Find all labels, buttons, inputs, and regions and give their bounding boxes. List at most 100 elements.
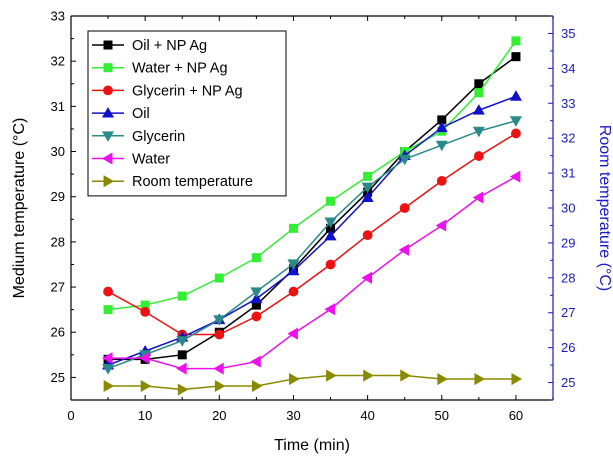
series-line bbox=[108, 56, 517, 361]
data-point bbox=[289, 373, 300, 386]
y-right-tick-label: 35 bbox=[561, 26, 575, 41]
legend-marker bbox=[103, 63, 113, 73]
data-point bbox=[250, 355, 261, 368]
series-4 bbox=[102, 116, 522, 375]
data-point bbox=[509, 90, 522, 101]
legend-marker bbox=[103, 175, 115, 188]
data-point bbox=[509, 170, 521, 183]
data-point bbox=[324, 303, 335, 316]
data-point bbox=[177, 383, 189, 396]
legend-label: Water + NP Ag bbox=[132, 61, 228, 77]
data-point bbox=[326, 196, 336, 206]
data-point bbox=[250, 292, 263, 304]
data-point bbox=[214, 380, 226, 393]
data-point bbox=[325, 259, 336, 270]
y-right-tick-label: 33 bbox=[561, 96, 575, 111]
data-point bbox=[511, 128, 521, 139]
data-point bbox=[103, 305, 113, 315]
data-point bbox=[474, 373, 485, 386]
data-point bbox=[473, 151, 484, 161]
data-point bbox=[400, 369, 411, 382]
data-point bbox=[398, 243, 410, 256]
legend-label: Glycerin bbox=[132, 129, 185, 145]
data-point bbox=[250, 287, 263, 298]
data-point bbox=[398, 154, 411, 166]
data-point bbox=[176, 362, 187, 375]
data-point bbox=[139, 352, 150, 365]
data-point bbox=[288, 223, 298, 233]
data-point bbox=[140, 307, 151, 317]
data-point bbox=[176, 336, 189, 347]
legend-marker bbox=[101, 106, 115, 118]
legend-item: Water bbox=[92, 152, 170, 168]
data-point bbox=[287, 259, 300, 270]
data-point bbox=[213, 362, 224, 375]
x-tick-label: 60 bbox=[509, 408, 523, 423]
series-line bbox=[107, 95, 517, 366]
y-axis-left-title: Medium temperature (°C) bbox=[11, 118, 28, 299]
y-axis-right-title: Room temperature (°C) bbox=[596, 125, 613, 291]
y-right-tick-label: 31 bbox=[561, 166, 575, 181]
legend-item: Glycerin bbox=[92, 129, 185, 145]
y-left-tick-label: 26 bbox=[51, 325, 65, 340]
legend-label: Oil + NP Ag bbox=[132, 38, 207, 54]
data-point bbox=[511, 36, 521, 46]
data-point bbox=[102, 364, 115, 375]
data-point bbox=[251, 253, 261, 263]
x-tick-label: 30 bbox=[286, 408, 300, 423]
data-point bbox=[214, 273, 224, 283]
series-line bbox=[108, 175, 517, 370]
data-point bbox=[324, 217, 337, 229]
data-point bbox=[214, 329, 225, 340]
data-point bbox=[472, 126, 485, 138]
y-right-tick-label: 29 bbox=[561, 235, 575, 250]
data-point bbox=[362, 230, 373, 241]
x-tick-label: 10 bbox=[138, 408, 152, 423]
data-point bbox=[474, 88, 484, 98]
legend-marker bbox=[103, 85, 113, 96]
series-2 bbox=[103, 128, 521, 340]
data-point bbox=[436, 175, 447, 186]
legend-item: Room temperature bbox=[92, 174, 253, 190]
data-point bbox=[251, 380, 263, 393]
y-right-tick-label: 26 bbox=[561, 340, 575, 355]
data-point bbox=[287, 327, 298, 340]
x-tick-label: 50 bbox=[435, 408, 449, 423]
legend-label: Oil bbox=[132, 106, 150, 122]
data-point bbox=[435, 140, 448, 152]
data-point bbox=[326, 369, 337, 382]
series-line bbox=[108, 374, 516, 391]
data-point bbox=[288, 286, 299, 297]
y-right-tick-label: 34 bbox=[561, 61, 575, 76]
x-tick-label: 20 bbox=[212, 408, 226, 423]
legend-label: Room temperature bbox=[132, 174, 253, 190]
axes-layer: 0 10 20 30 40 50 60 25 26 27 28 29 30 31 32 33 25 26 27 28 2… bbox=[51, 9, 576, 424]
x-tick-label: 40 bbox=[360, 408, 374, 423]
data-point bbox=[103, 286, 113, 297]
y-left-tick-label: 27 bbox=[51, 280, 65, 295]
legend-item: Oil + NP Ag bbox=[92, 38, 207, 54]
y-left-tick-label: 30 bbox=[51, 144, 65, 159]
y-right-tick-label: 27 bbox=[561, 305, 575, 320]
data-point bbox=[437, 373, 448, 386]
data-point bbox=[361, 182, 374, 194]
data-point bbox=[474, 79, 484, 89]
y-left-tick-label: 32 bbox=[51, 54, 65, 69]
series-line bbox=[107, 120, 517, 370]
data-point bbox=[251, 311, 262, 322]
y-right-tick-label: 25 bbox=[561, 375, 575, 390]
data-point bbox=[287, 264, 300, 276]
series-line bbox=[107, 132, 517, 336]
data-point bbox=[511, 52, 521, 62]
y-right-tick-label: 28 bbox=[561, 270, 575, 285]
data-point bbox=[101, 352, 113, 365]
data-point bbox=[363, 369, 374, 382]
series-6 bbox=[103, 369, 523, 396]
legend-label: Water bbox=[132, 152, 170, 168]
data-point bbox=[177, 291, 187, 301]
data-point bbox=[509, 116, 522, 127]
data-point bbox=[140, 380, 152, 393]
y-right-tick-label: 32 bbox=[561, 131, 575, 146]
